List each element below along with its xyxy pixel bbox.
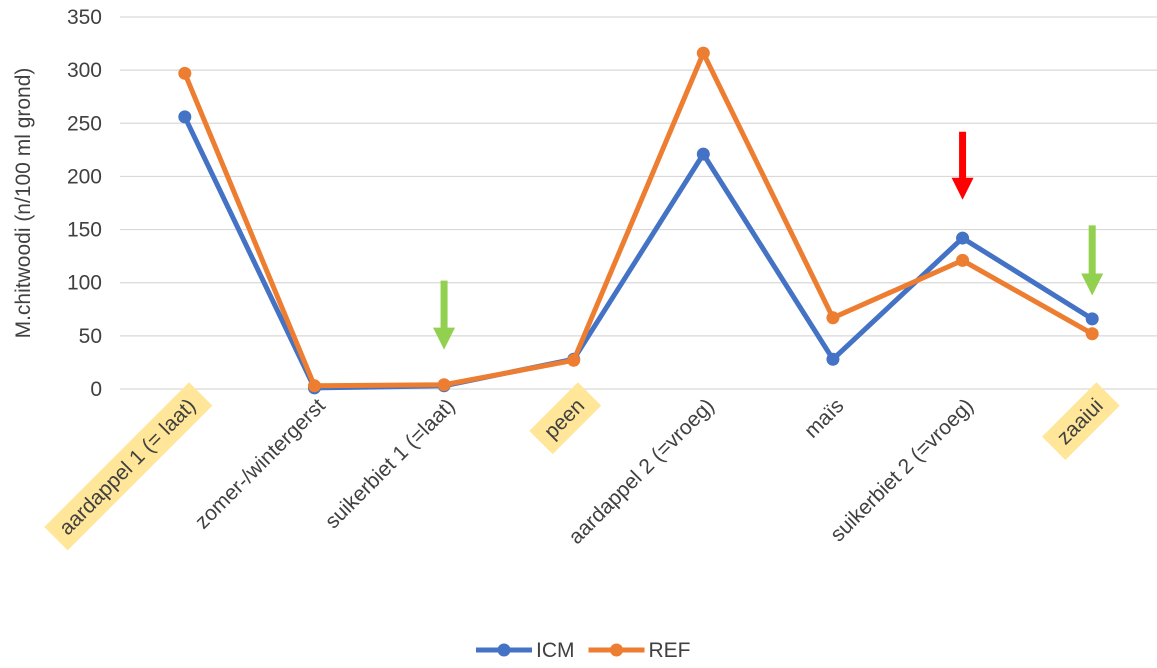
down-arrow-annotation [951, 131, 974, 200]
category-highlight [529, 382, 602, 455]
x-category-label: maïs [800, 394, 848, 442]
data-point [696, 46, 710, 60]
down-arrow-annotation [1081, 225, 1104, 296]
y-tick-label: 200 [67, 165, 102, 188]
data-point [956, 253, 970, 267]
y-tick-label: 250 [67, 112, 102, 135]
data-point [567, 353, 581, 367]
data-point [826, 311, 840, 325]
data-point [696, 147, 710, 161]
x-category-label: aardappel 1 (= laat) [55, 394, 200, 539]
data-point [307, 379, 321, 393]
data-point [178, 66, 192, 80]
y-tick-label: 0 [90, 378, 102, 401]
y-tick-label: 350 [67, 6, 102, 29]
legend-label: REF [649, 639, 691, 662]
y-tick-label: 300 [67, 59, 102, 82]
data-point [178, 110, 192, 124]
legend-marker [610, 643, 623, 657]
x-axis-categories: aardappel 1 (= laat)zomer-/wintergerstsu… [55, 394, 1108, 549]
data-point [826, 352, 840, 366]
legend-label: ICM [536, 639, 575, 662]
annotation-arrows [433, 131, 1104, 350]
category-highlights [44, 382, 1120, 551]
legend-marker [497, 643, 511, 657]
series-lines [178, 46, 1099, 395]
legend: ICM REF [476, 639, 691, 662]
category-highlight [1042, 382, 1120, 460]
y-axis-title: M.chitwoodi (n/100 ml grond) [12, 68, 35, 339]
x-category-label: zomer-/wintergerst [191, 394, 330, 533]
x-category-label: suikerbiet 1 (=laat) [321, 394, 460, 533]
data-point [956, 231, 970, 245]
y-axis-ticks: 0 50 100 150 200 250 300 350 [67, 6, 102, 401]
data-point [1085, 312, 1099, 326]
data-point [1085, 327, 1099, 341]
series-line [182, 115, 1094, 391]
down-arrow-annotation [433, 280, 456, 350]
data-point [437, 378, 451, 392]
category-highlight [44, 382, 213, 551]
y-tick-label: 100 [67, 272, 102, 295]
y-tick-label: 150 [67, 219, 102, 242]
y-tick-label: 50 [79, 325, 102, 348]
x-category-label: suikerbiet 2 (=vroeg) [826, 394, 978, 546]
series-line [182, 50, 1094, 389]
